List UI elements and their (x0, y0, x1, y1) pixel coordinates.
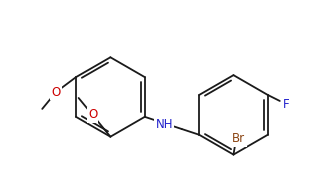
Text: O: O (52, 86, 61, 99)
Text: Br: Br (232, 132, 245, 145)
Text: O: O (88, 108, 97, 121)
Text: NH: NH (156, 118, 173, 131)
Text: F: F (282, 98, 289, 111)
